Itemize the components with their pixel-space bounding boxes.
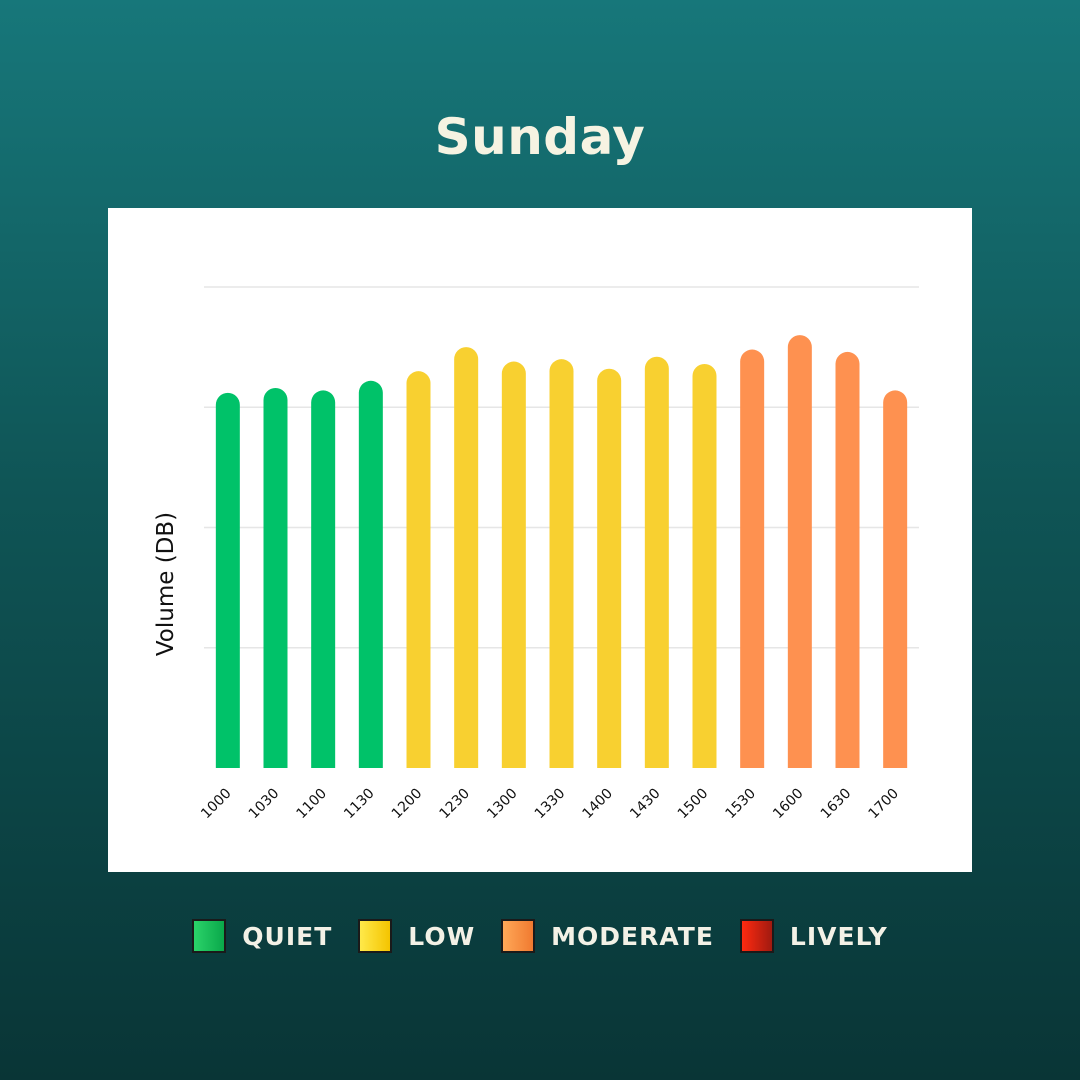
x-tick-label: 1700 bbox=[865, 786, 902, 823]
legend-label-quiet: QUIET bbox=[242, 921, 333, 951]
bar-1630 bbox=[835, 351, 860, 768]
x-tick-label: 1300 bbox=[484, 786, 521, 823]
bar-1400 bbox=[597, 368, 622, 768]
x-tick-labels: 1000 1030 1100 1130 1200 1230 1300 1330 1400 1430… bbox=[198, 786, 902, 823]
legend-item-quiet: QUIET bbox=[192, 919, 332, 953]
legend: QUIET LOW MODERATE LIVELY bbox=[0, 919, 1080, 953]
x-tick-label: 1630 bbox=[818, 786, 855, 823]
legend-item-lively: LIVELY bbox=[739, 919, 888, 953]
legend-item-low: LOW bbox=[358, 919, 475, 953]
legend-swatch-low bbox=[358, 919, 393, 953]
bar-1430 bbox=[644, 356, 669, 768]
legend-swatch-lively bbox=[739, 919, 774, 953]
x-tick-label: 1330 bbox=[532, 786, 569, 823]
bar-1000 bbox=[215, 392, 240, 768]
legend-item-moderate: MODERATE bbox=[501, 919, 714, 953]
y-axis-label: Volume (DB) bbox=[153, 512, 179, 656]
bar-1500 bbox=[692, 363, 717, 768]
x-tick-label: 1430 bbox=[627, 786, 664, 823]
x-tick-label: 1600 bbox=[770, 786, 807, 823]
x-tick-label: 1500 bbox=[675, 786, 712, 823]
bar-chart: 1000 1030 1100 1130 1200 1230 1300 1330 1400 1430… bbox=[153, 286, 919, 823]
chart-card: 1000 1030 1100 1130 1200 1230 1300 1330 1400 1430… bbox=[108, 208, 972, 872]
bar-1600 bbox=[787, 335, 812, 768]
bar-1230 bbox=[454, 347, 479, 768]
x-tick-label: 1200 bbox=[389, 786, 426, 823]
bar-1530 bbox=[740, 349, 765, 768]
bar-1700 bbox=[883, 390, 908, 768]
legend-label-moderate: MODERATE bbox=[551, 921, 714, 951]
bar-1200 bbox=[406, 371, 431, 768]
bars bbox=[215, 335, 908, 768]
x-tick-label: 1100 bbox=[293, 786, 330, 823]
bar-1030 bbox=[263, 388, 288, 768]
x-tick-label: 1000 bbox=[198, 786, 235, 823]
bar-1300 bbox=[501, 361, 526, 768]
bar-1130 bbox=[358, 380, 383, 768]
x-tick-label: 1030 bbox=[246, 786, 283, 823]
x-tick-label: 1230 bbox=[436, 786, 473, 823]
chart-title: Sunday bbox=[434, 108, 646, 166]
x-tick-label: 1530 bbox=[722, 786, 759, 823]
legend-swatch-moderate bbox=[501, 919, 536, 953]
bar-1100 bbox=[311, 390, 336, 768]
legend-swatch-quiet bbox=[192, 919, 227, 953]
x-tick-label: 1400 bbox=[579, 786, 616, 823]
x-tick-label: 1130 bbox=[341, 786, 378, 823]
legend-label-lively: LIVELY bbox=[789, 921, 888, 951]
legend-label-low: LOW bbox=[408, 921, 476, 951]
bar-1330 bbox=[549, 359, 574, 768]
